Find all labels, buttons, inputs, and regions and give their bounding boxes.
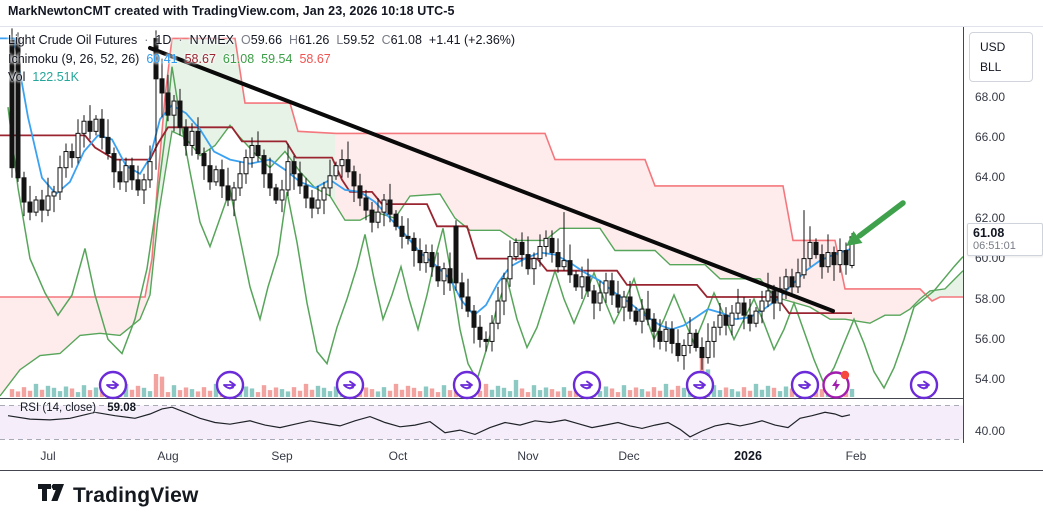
last-price-value: 61.08 (973, 225, 1005, 240)
annotation-arrow-shaft (856, 200, 906, 239)
price-tick-54.00: 54.00 (975, 372, 1006, 387)
bar-countdown: 06:51:01 (973, 239, 1016, 252)
contract-rollover-icon[interactable] (452, 370, 482, 400)
contract-rollover-icon[interactable] (215, 370, 245, 400)
credit-text: MarkNewtonCMT created with TradingView.c… (8, 4, 455, 18)
time-label-Jul: Jul (40, 449, 56, 463)
price-tick-64.00: 64.00 (975, 170, 1006, 185)
chart-legend: Light Crude Oil Futures · 1D · NYMEX O59… (8, 31, 515, 87)
candles (9, 28, 855, 370)
legend-separator: · (178, 33, 183, 47)
annotation-arrow-head (846, 230, 863, 246)
time-label-Aug: Aug (157, 449, 179, 463)
ohlc-close: C61.08 (381, 33, 422, 47)
indicator-value: 60.41 (146, 51, 178, 66)
ohlc-high: H61.26 (289, 33, 330, 47)
time-label-Nov: Nov (517, 449, 539, 463)
tenkan-sen (0, 37, 853, 331)
senkou-a-line (0, 124, 964, 397)
time-label-Feb: Feb (845, 449, 867, 463)
chikou-span (7, 66, 964, 390)
tradingview-logo-text: TradingView (73, 484, 199, 507)
indicator-value: 61.08 (222, 51, 255, 66)
alert-badge-dot (840, 370, 850, 380)
contract-rollover-icon[interactable] (572, 370, 602, 400)
price-tick-68.00: 68.00 (975, 89, 1006, 104)
contract-rollover-icon[interactable] (909, 370, 939, 400)
senkou-b-line (0, 37, 963, 302)
indicator-value: 58.67 (299, 51, 331, 66)
ohlc-open: O59.66 (241, 33, 283, 47)
alert-lightning-icon[interactable] (822, 370, 850, 399)
arrow-drawing[interactable] (846, 200, 906, 246)
rsi-label[interactable]: RSI (14, close) (20, 402, 97, 414)
indicator-values: 60.41 58.67 61.08 59.54 58.67 (146, 50, 337, 69)
price-tick-66.00: 66.00 (975, 129, 1006, 144)
rsi-line (7, 406, 851, 438)
contract-rollover-icon[interactable] (685, 370, 715, 400)
interval-label[interactable]: 1D (155, 33, 172, 47)
time-label-Dec: Dec (618, 449, 640, 463)
currency-button[interactable]: USD (980, 40, 1006, 54)
kijun-sen (0, 126, 852, 315)
indicator-value: 59.54 (261, 51, 293, 66)
contract-rollover-icon[interactable] (335, 370, 365, 400)
last-price-label: 61.08 06:51:01 (967, 222, 1043, 256)
rsi-axis-tick: 40.00 (975, 423, 1006, 438)
rollover-markers[interactable] (98, 370, 939, 400)
tenkan-line (0, 37, 853, 331)
trendline-drawing[interactable] (148, 46, 835, 313)
volume-legend-row: Vol 122.51K (8, 68, 515, 87)
ichimoku-legend-row: Ichimoku (9, 26, 52, 26) 60.41 58.67 61.08… (8, 50, 515, 69)
rsi-value: 59.08 (107, 402, 137, 414)
cloud-bear-region (0, 280, 148, 396)
volume-label[interactable]: Vol (8, 70, 26, 84)
price-tick-56.00: 56.00 (975, 331, 1006, 346)
indicator-value: 58.67 (184, 51, 216, 66)
cloud-bull-region (926, 270, 963, 301)
price-tick-62.00: 62.00 (975, 210, 1006, 225)
price-tick-58.00: 58.00 (975, 291, 1006, 306)
axis-unit-box: USD BLL (969, 32, 1033, 82)
ichimoku-cloud (0, 37, 964, 397)
time-label-Oct: Oct (388, 449, 408, 463)
rsi-legend: RSI (14, close) 59.08 (20, 402, 136, 414)
volume-value: 122.51K (32, 70, 79, 84)
time-label-2026: 2026 (734, 449, 762, 463)
chikou-line (7, 66, 964, 390)
tradingview-logo-mark (38, 484, 64, 501)
contract-rollover-icon[interactable] (790, 370, 820, 400)
price-axis[interactable]: USD BLL 68.00 66.00 64.00 62.00 60.00 58.00 56… (963, 27, 1043, 470)
symbol-legend-row: Light Crude Oil Futures · 1D · NYMEX O59… (8, 31, 515, 50)
rsi-pane (0, 405, 963, 440)
symbol-title[interactable]: Light Crude Oil Futures (8, 33, 138, 47)
change-label: +1.41 (+2.36%) (428, 33, 516, 47)
downtrend-line[interactable] (148, 46, 835, 313)
indicator-name[interactable]: Ichimoku (9, 26, 52, 26) (8, 51, 140, 66)
unit-button[interactable]: BLL (980, 60, 1002, 74)
volume-bars (9, 351, 855, 397)
kijun-line (0, 126, 852, 315)
exchange-label[interactable]: NYMEX (189, 33, 235, 47)
legend-separator: · (144, 33, 149, 47)
tradingview-logo[interactable]: TradingView (38, 484, 199, 508)
ohlc-low: L59.52 (336, 33, 375, 47)
contract-rollover-icon[interactable] (98, 370, 128, 400)
time-label-Sep: Sep (271, 449, 293, 463)
cloud-bear-region (335, 133, 926, 324)
time-axis[interactable]: Jul Aug Sep Oct Nov Dec 2026 Feb (0, 443, 1043, 471)
